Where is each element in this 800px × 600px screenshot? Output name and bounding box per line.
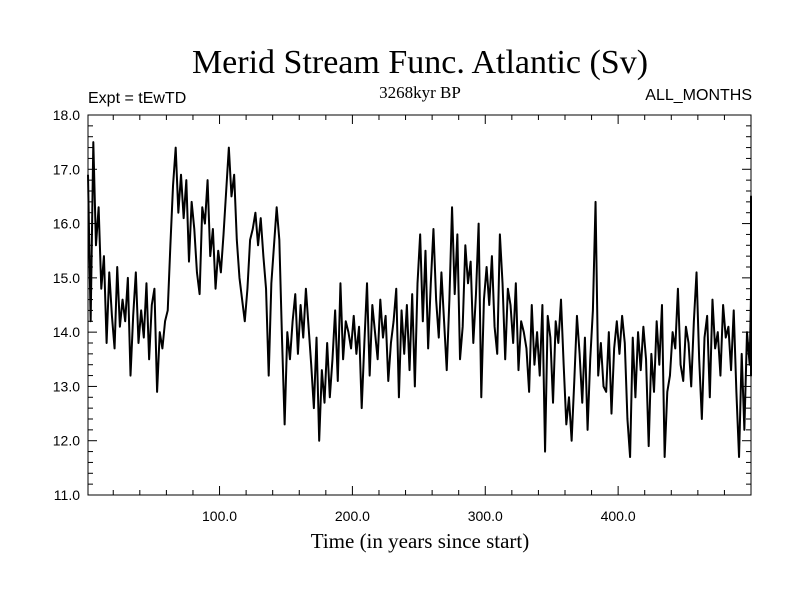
x-tick-label: 200.0 [335,508,370,524]
y-tick-label: 18.0 [53,107,80,123]
x-tick-label: 300.0 [468,508,503,524]
x-axis-label: Time (in years since start) [311,529,530,553]
y-tick-label: 11.0 [54,487,80,503]
y-tick-label: 12.0 [53,433,80,449]
y-tick-label: 17.0 [53,161,80,177]
x-tick-label: 100.0 [202,508,237,524]
subtitle-months: ALL_MONTHS [645,87,752,104]
y-tick-label: 13.0 [53,378,80,394]
y-tick-label: 15.0 [53,270,80,286]
x-tick-label: 400.0 [601,508,636,524]
subtitle-experiment: Expt = tEwTD [88,90,186,107]
series-line [87,141,752,458]
y-tick-label: 14.0 [53,324,80,340]
y-tick-label: 16.0 [53,216,80,232]
subtitle-period: 3268kyr BP [379,83,461,102]
x-axis: 100.0 200.0 300.0 400.0 [112,115,725,524]
plot-frame [87,114,752,496]
chart-title: Merid Stream Func. Atlantic (Sv) [192,44,648,81]
y-axis: 11.0 12.0 13.0 14.0 15.0 16.0 17.0 18.0 [53,107,751,503]
